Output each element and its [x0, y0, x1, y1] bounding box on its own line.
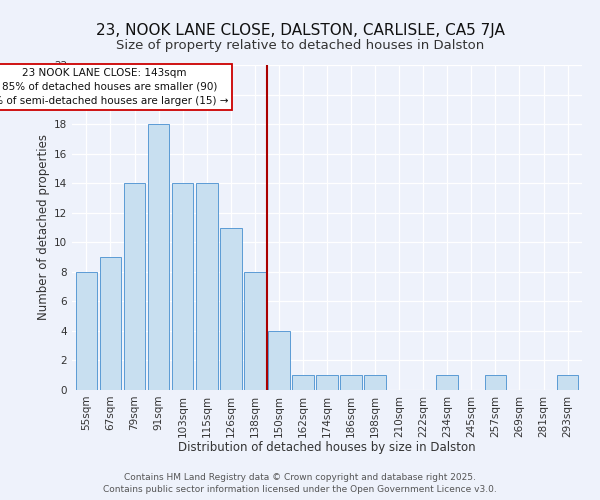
- Text: Contains HM Land Registry data © Crown copyright and database right 2025.: Contains HM Land Registry data © Crown c…: [124, 473, 476, 482]
- Bar: [316, 375, 338, 390]
- Bar: [340, 375, 362, 390]
- Bar: [172, 183, 193, 390]
- Bar: [124, 183, 145, 390]
- Text: 23, NOOK LANE CLOSE, DALSTON, CARLISLE, CA5 7JA: 23, NOOK LANE CLOSE, DALSTON, CARLISLE, …: [95, 22, 505, 38]
- Bar: [148, 124, 169, 390]
- Y-axis label: Number of detached properties: Number of detached properties: [37, 134, 50, 320]
- X-axis label: Distribution of detached houses by size in Dalston: Distribution of detached houses by size …: [178, 441, 476, 454]
- Bar: [76, 272, 97, 390]
- Bar: [244, 272, 266, 390]
- Text: 23 NOOK LANE CLOSE: 143sqm
← 85% of detached houses are smaller (90)
14% of semi: 23 NOOK LANE CLOSE: 143sqm ← 85% of deta…: [0, 68, 228, 106]
- Bar: [557, 375, 578, 390]
- Text: Contains public sector information licensed under the Open Government Licence v3: Contains public sector information licen…: [103, 486, 497, 494]
- Bar: [364, 375, 386, 390]
- Bar: [196, 183, 218, 390]
- Bar: [268, 331, 290, 390]
- Text: Size of property relative to detached houses in Dalston: Size of property relative to detached ho…: [116, 38, 484, 52]
- Bar: [485, 375, 506, 390]
- Bar: [436, 375, 458, 390]
- Bar: [220, 228, 242, 390]
- Bar: [100, 257, 121, 390]
- Bar: [292, 375, 314, 390]
